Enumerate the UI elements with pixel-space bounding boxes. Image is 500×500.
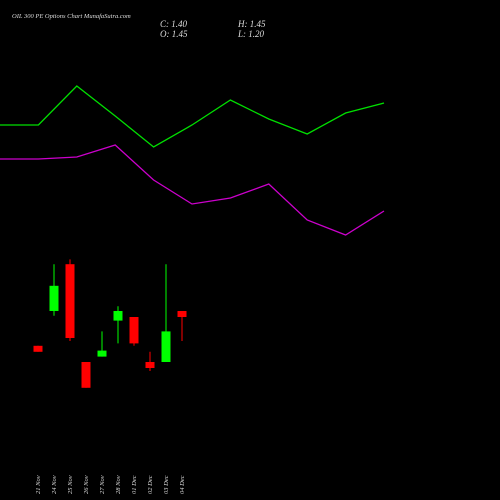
candle-body <box>81 362 91 388</box>
candle-body <box>129 317 139 344</box>
candle-body <box>97 350 107 357</box>
candle-body <box>65 264 75 338</box>
indicator-line <box>0 144 385 236</box>
candle-body <box>113 311 123 321</box>
summary-high: H: 1.45 <box>237 19 266 29</box>
candle-body <box>177 311 187 317</box>
summary-close: C: 1.40 <box>160 19 188 29</box>
x-tick-label: 28 Nov <box>115 475 122 494</box>
x-tick-label: 26 Nov <box>83 475 90 494</box>
summary-open: O: 1.45 <box>160 29 188 39</box>
x-tick-label: 03 Dec <box>163 475 170 494</box>
x-tick-label: 21 Nov <box>35 475 42 494</box>
x-tick-label: 04 Dec <box>179 475 186 494</box>
candle-body <box>33 345 43 352</box>
indicator-line <box>0 85 385 148</box>
x-tick-label: 02 Dec <box>147 475 154 494</box>
x-tick-label: 27 Nov <box>99 475 106 494</box>
x-tick-label: 24 Nov <box>51 475 58 494</box>
candle-body <box>161 331 171 362</box>
candle-body <box>145 362 155 368</box>
candle-body <box>49 285 59 311</box>
x-tick-label: 01 Dec <box>131 475 138 494</box>
summary-low: L: 1.20 <box>237 29 265 39</box>
x-tick-label: 25 Nov <box>67 475 74 494</box>
chart-title: OIL 300 PE Options Chart MunafaSutra.com <box>12 13 131 20</box>
